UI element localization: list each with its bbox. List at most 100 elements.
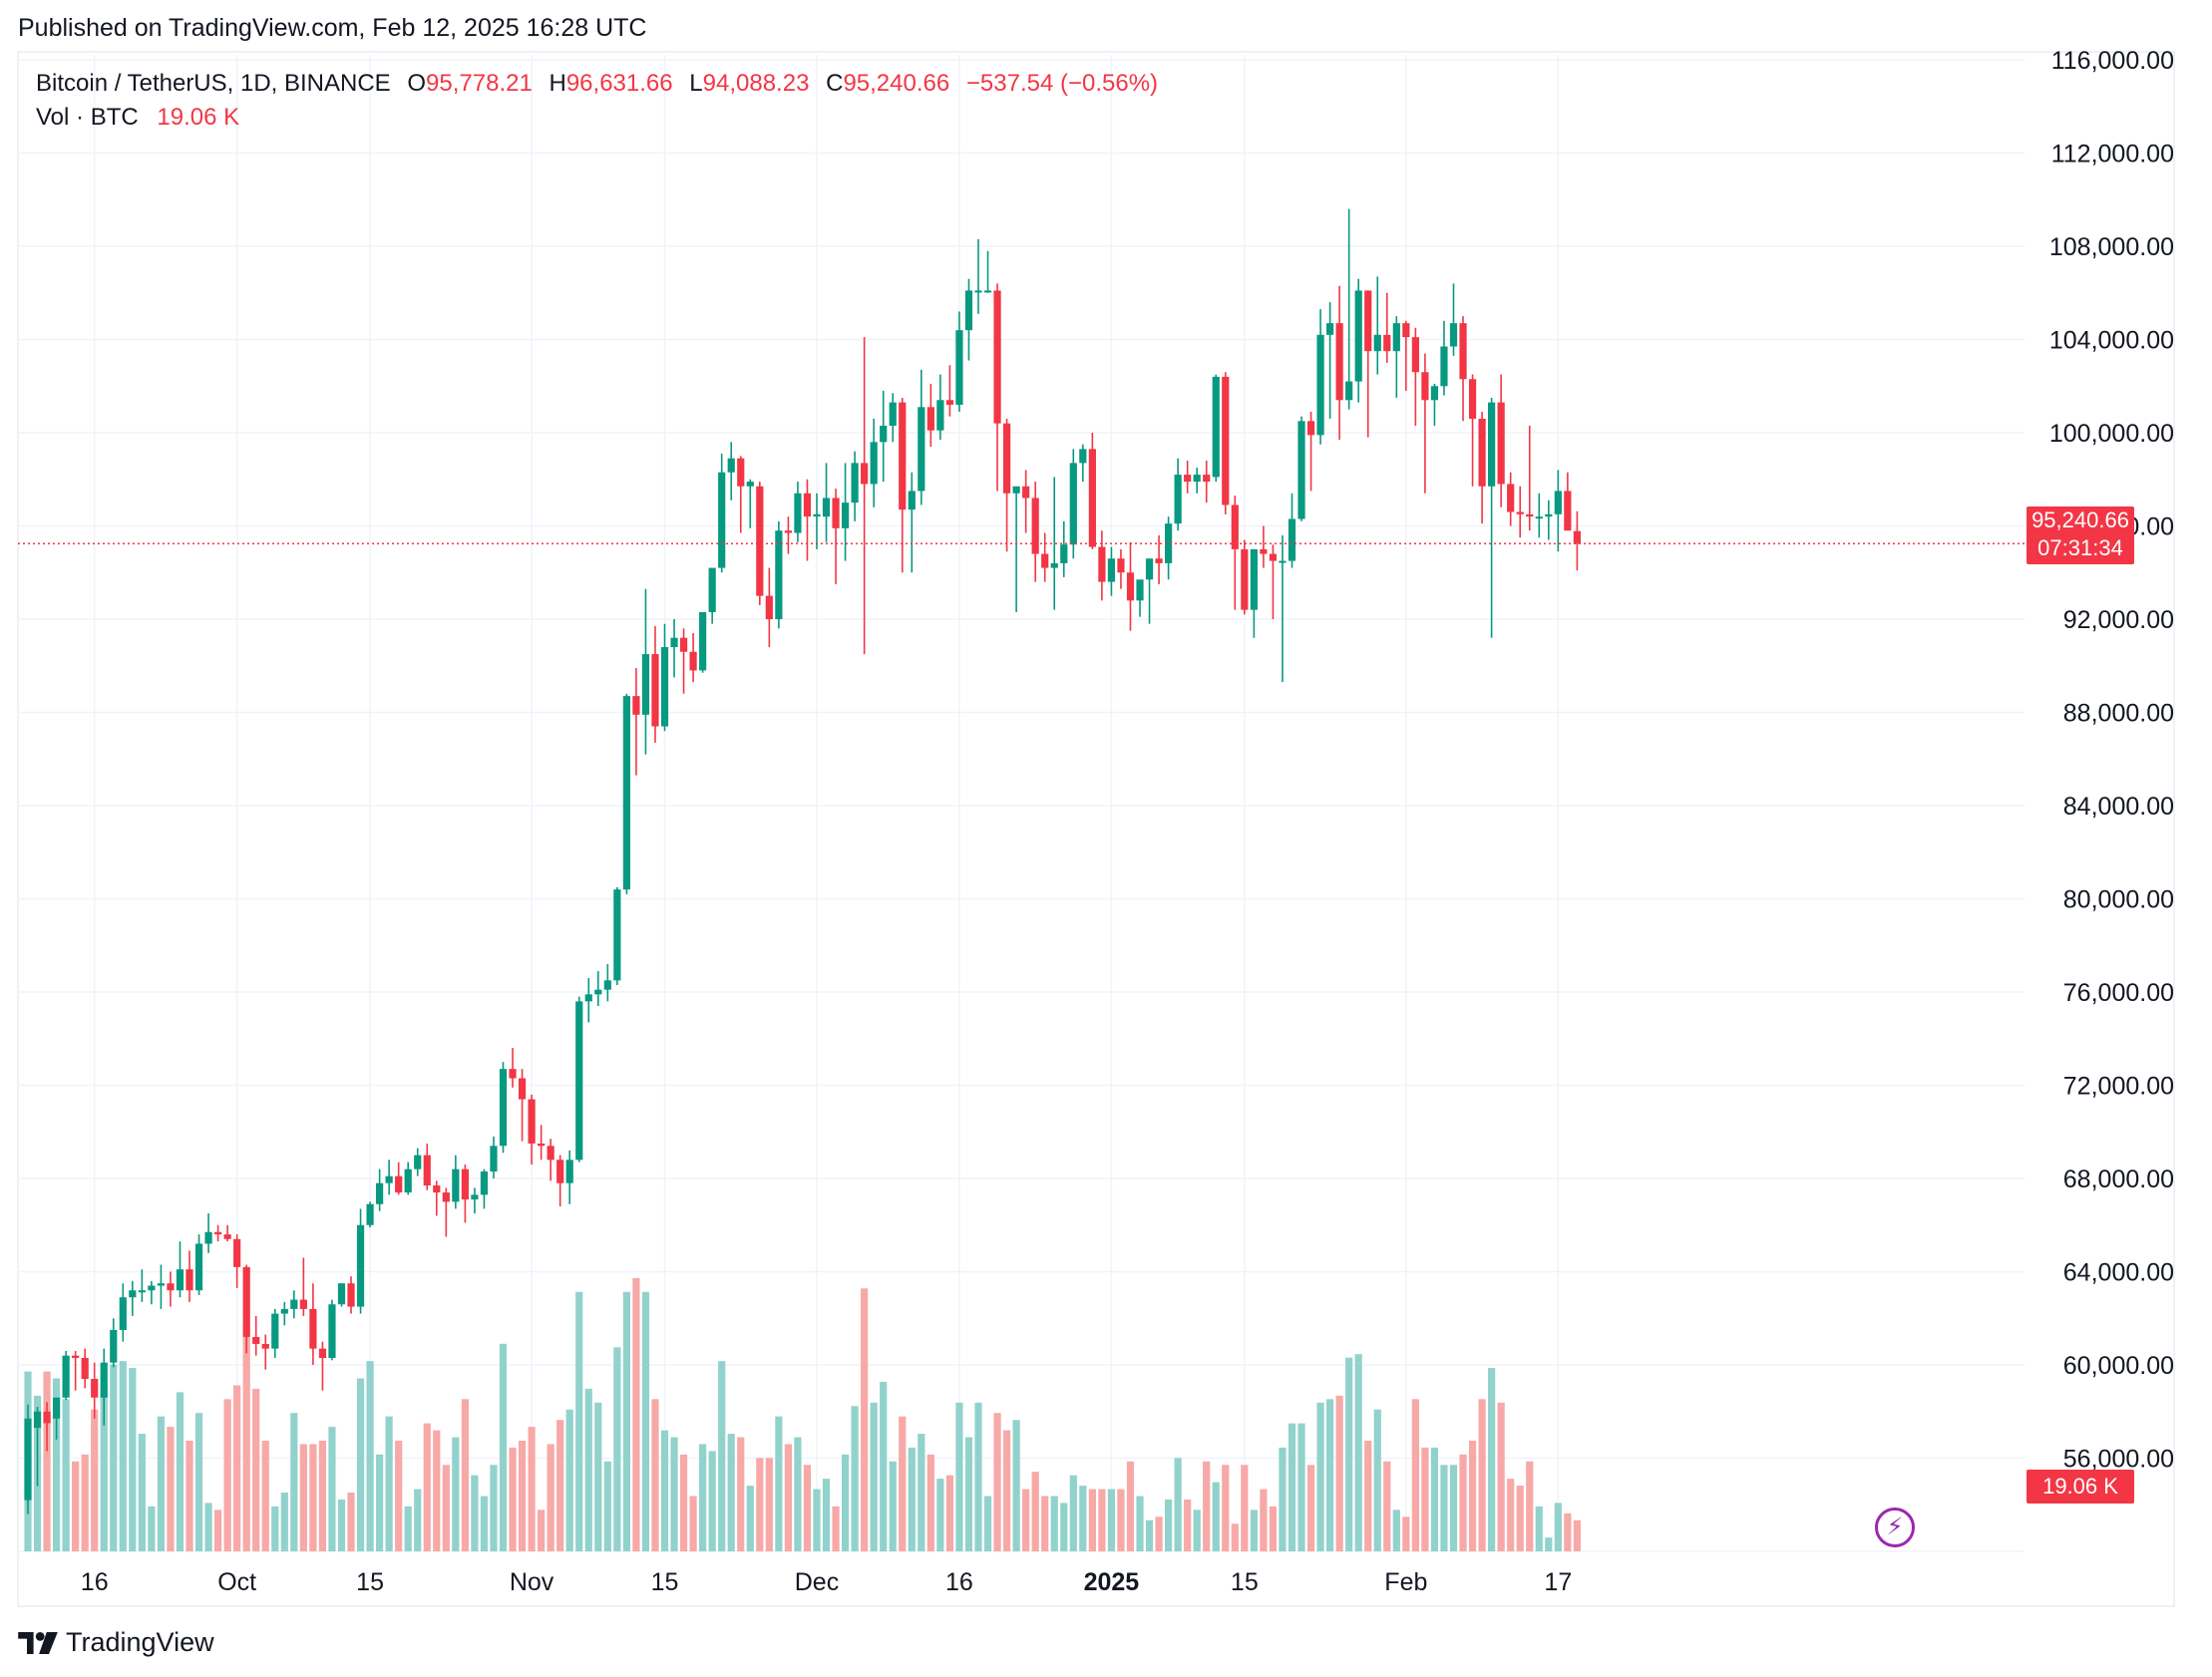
lightning-icon[interactable]: ⚡ xyxy=(1875,1508,1915,1547)
volume-bar xyxy=(1060,1503,1068,1551)
volume-bar xyxy=(290,1413,298,1551)
last-volume-tag: 19.06 K xyxy=(2027,1470,2134,1504)
candle-body xyxy=(983,290,992,293)
volume-bar xyxy=(861,1288,869,1551)
open-value: 95,778.21 xyxy=(426,70,533,97)
candle-body xyxy=(1430,386,1439,401)
candle-body xyxy=(337,1283,346,1305)
volume-bar xyxy=(556,1420,564,1551)
candle-body xyxy=(651,654,659,727)
candle-body xyxy=(575,1001,583,1161)
volume-bar xyxy=(528,1427,536,1551)
candle-body xyxy=(1269,553,1278,561)
candle-body xyxy=(62,1355,70,1398)
volume-bar xyxy=(1022,1489,1030,1551)
low-value: 94,088.23 xyxy=(702,70,810,97)
candle-body xyxy=(880,425,888,443)
candle-body xyxy=(622,696,630,890)
candle-body xyxy=(376,1182,384,1204)
candle-body xyxy=(1507,484,1515,512)
candle-body xyxy=(1165,523,1173,563)
volume-bar xyxy=(945,1475,954,1551)
candle-body xyxy=(765,595,773,619)
candle-body xyxy=(737,458,745,487)
candle-body xyxy=(974,290,982,293)
volume-bar xyxy=(737,1437,745,1551)
y-tick-label: 112,000.00 xyxy=(2051,141,2174,168)
volume-bar xyxy=(442,1465,450,1551)
y-tick-label: 76,000.00 xyxy=(2063,979,2174,1007)
candle-body xyxy=(280,1308,288,1314)
volume-bar xyxy=(1041,1496,1049,1551)
x-tick-label: Nov xyxy=(510,1568,554,1596)
volume-bar xyxy=(119,1361,127,1551)
volume-bar xyxy=(841,1454,850,1551)
volume-bar xyxy=(366,1361,374,1551)
candle-body xyxy=(480,1171,489,1195)
volume-bar xyxy=(584,1388,592,1551)
volume-bar xyxy=(347,1493,355,1551)
volume-bar xyxy=(803,1465,812,1551)
candle-body xyxy=(1212,376,1220,478)
candle-body xyxy=(499,1069,508,1147)
volume-bar xyxy=(1079,1486,1087,1551)
volume-bar xyxy=(1326,1399,1334,1551)
volume-bar xyxy=(72,1461,80,1551)
candle-body xyxy=(1354,290,1362,382)
volume-bar xyxy=(1269,1506,1278,1551)
volume-bar xyxy=(1402,1516,1410,1551)
candle-body xyxy=(1088,449,1096,547)
candle-body xyxy=(699,611,707,671)
candle-body xyxy=(1573,530,1581,544)
candle-body xyxy=(1012,486,1020,494)
candle-body xyxy=(832,498,840,528)
candle-body xyxy=(204,1231,212,1244)
volume-bar xyxy=(670,1437,678,1551)
candle-body xyxy=(708,567,716,612)
volume-bar xyxy=(1193,1509,1201,1551)
volume-bar xyxy=(784,1444,792,1551)
volume-bar xyxy=(926,1454,934,1551)
volume-bar xyxy=(660,1430,669,1551)
volume-bar xyxy=(1231,1523,1239,1551)
candle-body xyxy=(309,1308,317,1349)
candle-body xyxy=(803,493,812,517)
volume-bar xyxy=(708,1451,716,1551)
volume-bar xyxy=(499,1343,508,1551)
symbol-name[interactable]: Bitcoin / TetherUS, 1D, BINANCE xyxy=(36,70,391,97)
candle-body xyxy=(1326,323,1334,335)
volume-bar xyxy=(851,1406,859,1551)
candle-body xyxy=(1231,504,1239,549)
candle-body xyxy=(908,491,916,510)
footer-brand[interactable]: TradingView xyxy=(18,1627,214,1658)
candle-body xyxy=(528,1099,536,1144)
volume-bar xyxy=(756,1458,764,1551)
y-tick-label: 64,000.00 xyxy=(2063,1259,2174,1287)
volume-bar xyxy=(223,1399,231,1551)
candle-body xyxy=(157,1283,166,1286)
candle-body xyxy=(138,1290,146,1293)
candle-body xyxy=(861,463,869,485)
volume-value: 19.06 K xyxy=(157,104,240,131)
candle-body xyxy=(223,1234,231,1239)
candle-body xyxy=(794,493,802,533)
volume-bar xyxy=(52,1378,61,1551)
volume-bar xyxy=(1468,1440,1477,1551)
candle-body xyxy=(718,472,726,568)
volume-bar xyxy=(129,1368,137,1551)
volume-bar xyxy=(62,1399,70,1551)
candle-body xyxy=(670,637,678,648)
volume-label[interactable]: Vol · BTC xyxy=(36,104,139,131)
candle-body xyxy=(936,400,944,431)
close-value: 95,240.66 xyxy=(843,70,950,97)
price-axis: 116,000.00 112,000.00 108,000.00 104,000.00… xyxy=(2049,47,2174,1474)
volume-bar xyxy=(1316,1402,1324,1551)
candle-body xyxy=(565,1160,573,1183)
volume-bar xyxy=(718,1361,726,1551)
candle-body xyxy=(1297,421,1305,519)
candle-body xyxy=(1468,379,1477,419)
candle-body xyxy=(870,442,878,485)
volume-bar xyxy=(1516,1486,1524,1551)
candle-body xyxy=(1545,513,1553,517)
